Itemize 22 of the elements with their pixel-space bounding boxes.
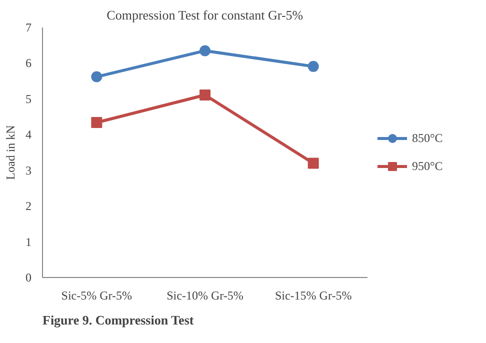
legend-label: 950°C (412, 158, 443, 174)
chart-title: Compression Test for constant Gr-5% (106, 8, 304, 22)
y-tick-label: 6 (26, 56, 32, 70)
point (200, 90, 210, 100)
y-tick-label: 5 (26, 92, 32, 106)
point (200, 45, 210, 56)
legend-label: 850°C (412, 130, 443, 146)
point (91, 117, 102, 128)
point (308, 60, 319, 72)
y-tick-label: 4 (26, 128, 32, 142)
x-tick-label: Sic-15% Gr-5% (274, 288, 352, 302)
y-tick-label: 3 (26, 163, 32, 178)
y-tick-label: 0 (26, 270, 32, 284)
y-axis-title: Load in kN (4, 124, 18, 180)
point (91, 71, 102, 82)
y-tick-label: 2 (26, 199, 32, 214)
y-tick-label: 7 (26, 20, 32, 34)
caption: Figure 9. Compression Test (42, 312, 194, 328)
y-tick-label: 1 (26, 234, 32, 249)
x-tick-label: Sic-10% Gr-5% (166, 288, 244, 302)
x-tick-label: Sic-5% Gr-5% (61, 288, 132, 302)
point (308, 158, 319, 169)
